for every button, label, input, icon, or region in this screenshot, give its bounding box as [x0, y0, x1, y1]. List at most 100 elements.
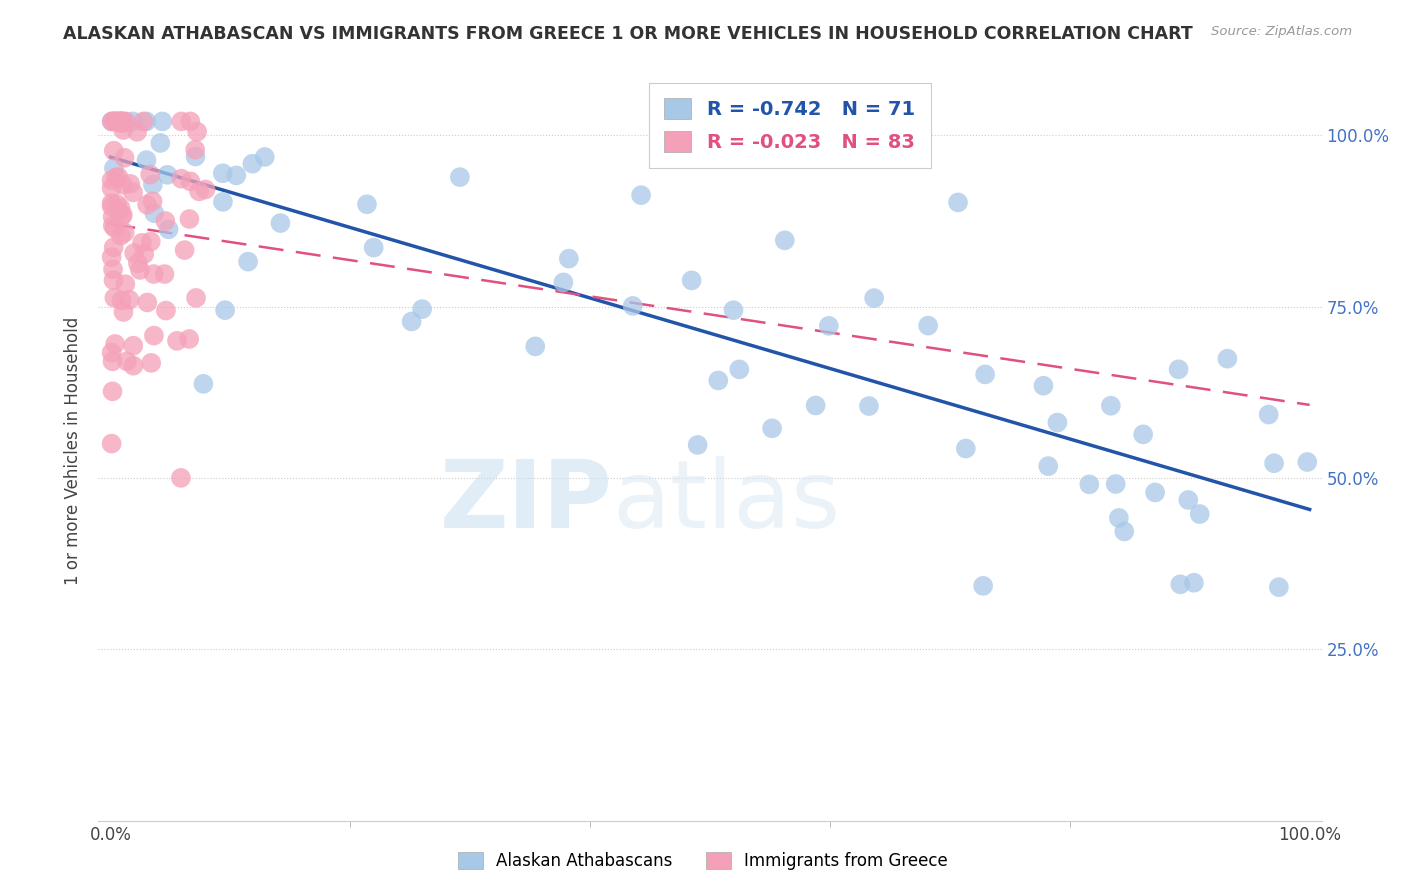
Point — [143, 206, 166, 220]
Point — [179, 212, 201, 227]
Point — [139, 235, 162, 249]
Point — [101, 262, 124, 277]
Point — [157, 222, 180, 236]
Point — [107, 204, 129, 219]
Point — [1188, 507, 1211, 521]
Point — [1078, 477, 1101, 491]
Point — [112, 305, 135, 319]
Point — [411, 302, 433, 317]
Point — [142, 194, 165, 209]
Point — [141, 356, 163, 370]
Point — [1132, 427, 1154, 442]
Point — [111, 178, 134, 192]
Legend: R = -0.742   N = 71, R = -0.023   N = 83: R = -0.742 N = 71, R = -0.023 N = 83 — [648, 83, 931, 168]
Point — [100, 345, 122, 359]
Point — [112, 114, 135, 128]
Point — [127, 256, 149, 270]
Point — [401, 314, 423, 328]
Point — [1038, 459, 1060, 474]
Point — [449, 170, 471, 185]
Point — [723, 303, 745, 318]
Point — [211, 166, 233, 180]
Point — [115, 354, 138, 368]
Point — [817, 318, 839, 333]
Point — [103, 161, 125, 176]
Point — [761, 421, 783, 435]
Point — [553, 276, 575, 290]
Text: atlas: atlas — [612, 457, 841, 549]
Point — [103, 273, 125, 287]
Point — [108, 114, 131, 128]
Point — [1168, 577, 1191, 591]
Point — [101, 219, 124, 233]
Point — [184, 149, 207, 163]
Point — [110, 114, 132, 128]
Point — [100, 181, 122, 195]
Point — [107, 170, 129, 185]
Point — [179, 332, 201, 346]
Point — [112, 114, 135, 128]
Point — [103, 291, 125, 305]
Point — [1032, 378, 1054, 392]
Point — [134, 247, 156, 261]
Point — [179, 174, 201, 188]
Point — [100, 196, 122, 211]
Point — [155, 214, 177, 228]
Legend: Alaskan Athabascans, Immigrants from Greece: Alaskan Athabascans, Immigrants from Gre… — [451, 845, 955, 877]
Point — [686, 438, 709, 452]
Point — [150, 114, 173, 128]
Point — [974, 368, 997, 382]
Point — [114, 114, 136, 128]
Point — [193, 376, 215, 391]
Point — [707, 374, 730, 388]
Point — [356, 197, 378, 211]
Point — [170, 114, 193, 128]
Point — [155, 303, 177, 318]
Point — [100, 250, 122, 264]
Point — [194, 182, 217, 196]
Point — [104, 221, 127, 235]
Point — [111, 210, 134, 224]
Point — [236, 254, 259, 268]
Point — [101, 384, 124, 399]
Point — [214, 303, 236, 318]
Point — [132, 114, 155, 128]
Point — [108, 115, 131, 129]
Point — [955, 442, 977, 456]
Point — [104, 114, 127, 128]
Point — [1296, 455, 1319, 469]
Point — [105, 114, 128, 128]
Point — [1167, 362, 1189, 376]
Point — [114, 277, 136, 292]
Point — [135, 153, 157, 167]
Text: ZIP: ZIP — [439, 457, 612, 549]
Point — [118, 293, 141, 307]
Point — [100, 199, 122, 213]
Point — [105, 114, 128, 128]
Point — [946, 195, 969, 210]
Point — [188, 184, 211, 198]
Point — [139, 168, 162, 182]
Point — [108, 114, 131, 128]
Point — [212, 194, 235, 209]
Point — [142, 328, 165, 343]
Point — [104, 170, 127, 185]
Point — [1263, 456, 1285, 470]
Point — [1144, 485, 1167, 500]
Point — [621, 299, 644, 313]
Point — [524, 339, 547, 353]
Point — [114, 151, 136, 165]
Point — [136, 295, 159, 310]
Point — [120, 177, 142, 191]
Point — [100, 114, 122, 128]
Point — [1216, 351, 1239, 366]
Point — [142, 178, 165, 192]
Point — [110, 201, 132, 215]
Point — [103, 240, 125, 254]
Point — [186, 125, 208, 139]
Point — [858, 399, 880, 413]
Point — [103, 114, 125, 128]
Point — [153, 267, 176, 281]
Point — [112, 123, 135, 137]
Text: ALASKAN ATHABASCAN VS IMMIGRANTS FROM GREECE 1 OR MORE VEHICLES IN HOUSEHOLD COR: ALASKAN ATHABASCAN VS IMMIGRANTS FROM GR… — [63, 25, 1194, 43]
